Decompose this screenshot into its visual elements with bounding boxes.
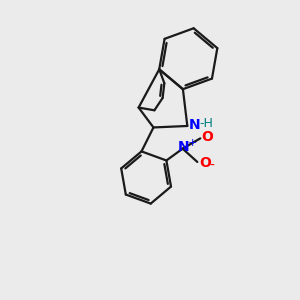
Text: +: +	[188, 138, 197, 148]
Text: O: O	[199, 156, 211, 170]
Text: -H: -H	[200, 116, 214, 130]
Text: N: N	[178, 140, 190, 154]
Text: -: -	[210, 159, 214, 173]
Text: N: N	[189, 118, 200, 131]
Text: O: O	[202, 130, 214, 144]
